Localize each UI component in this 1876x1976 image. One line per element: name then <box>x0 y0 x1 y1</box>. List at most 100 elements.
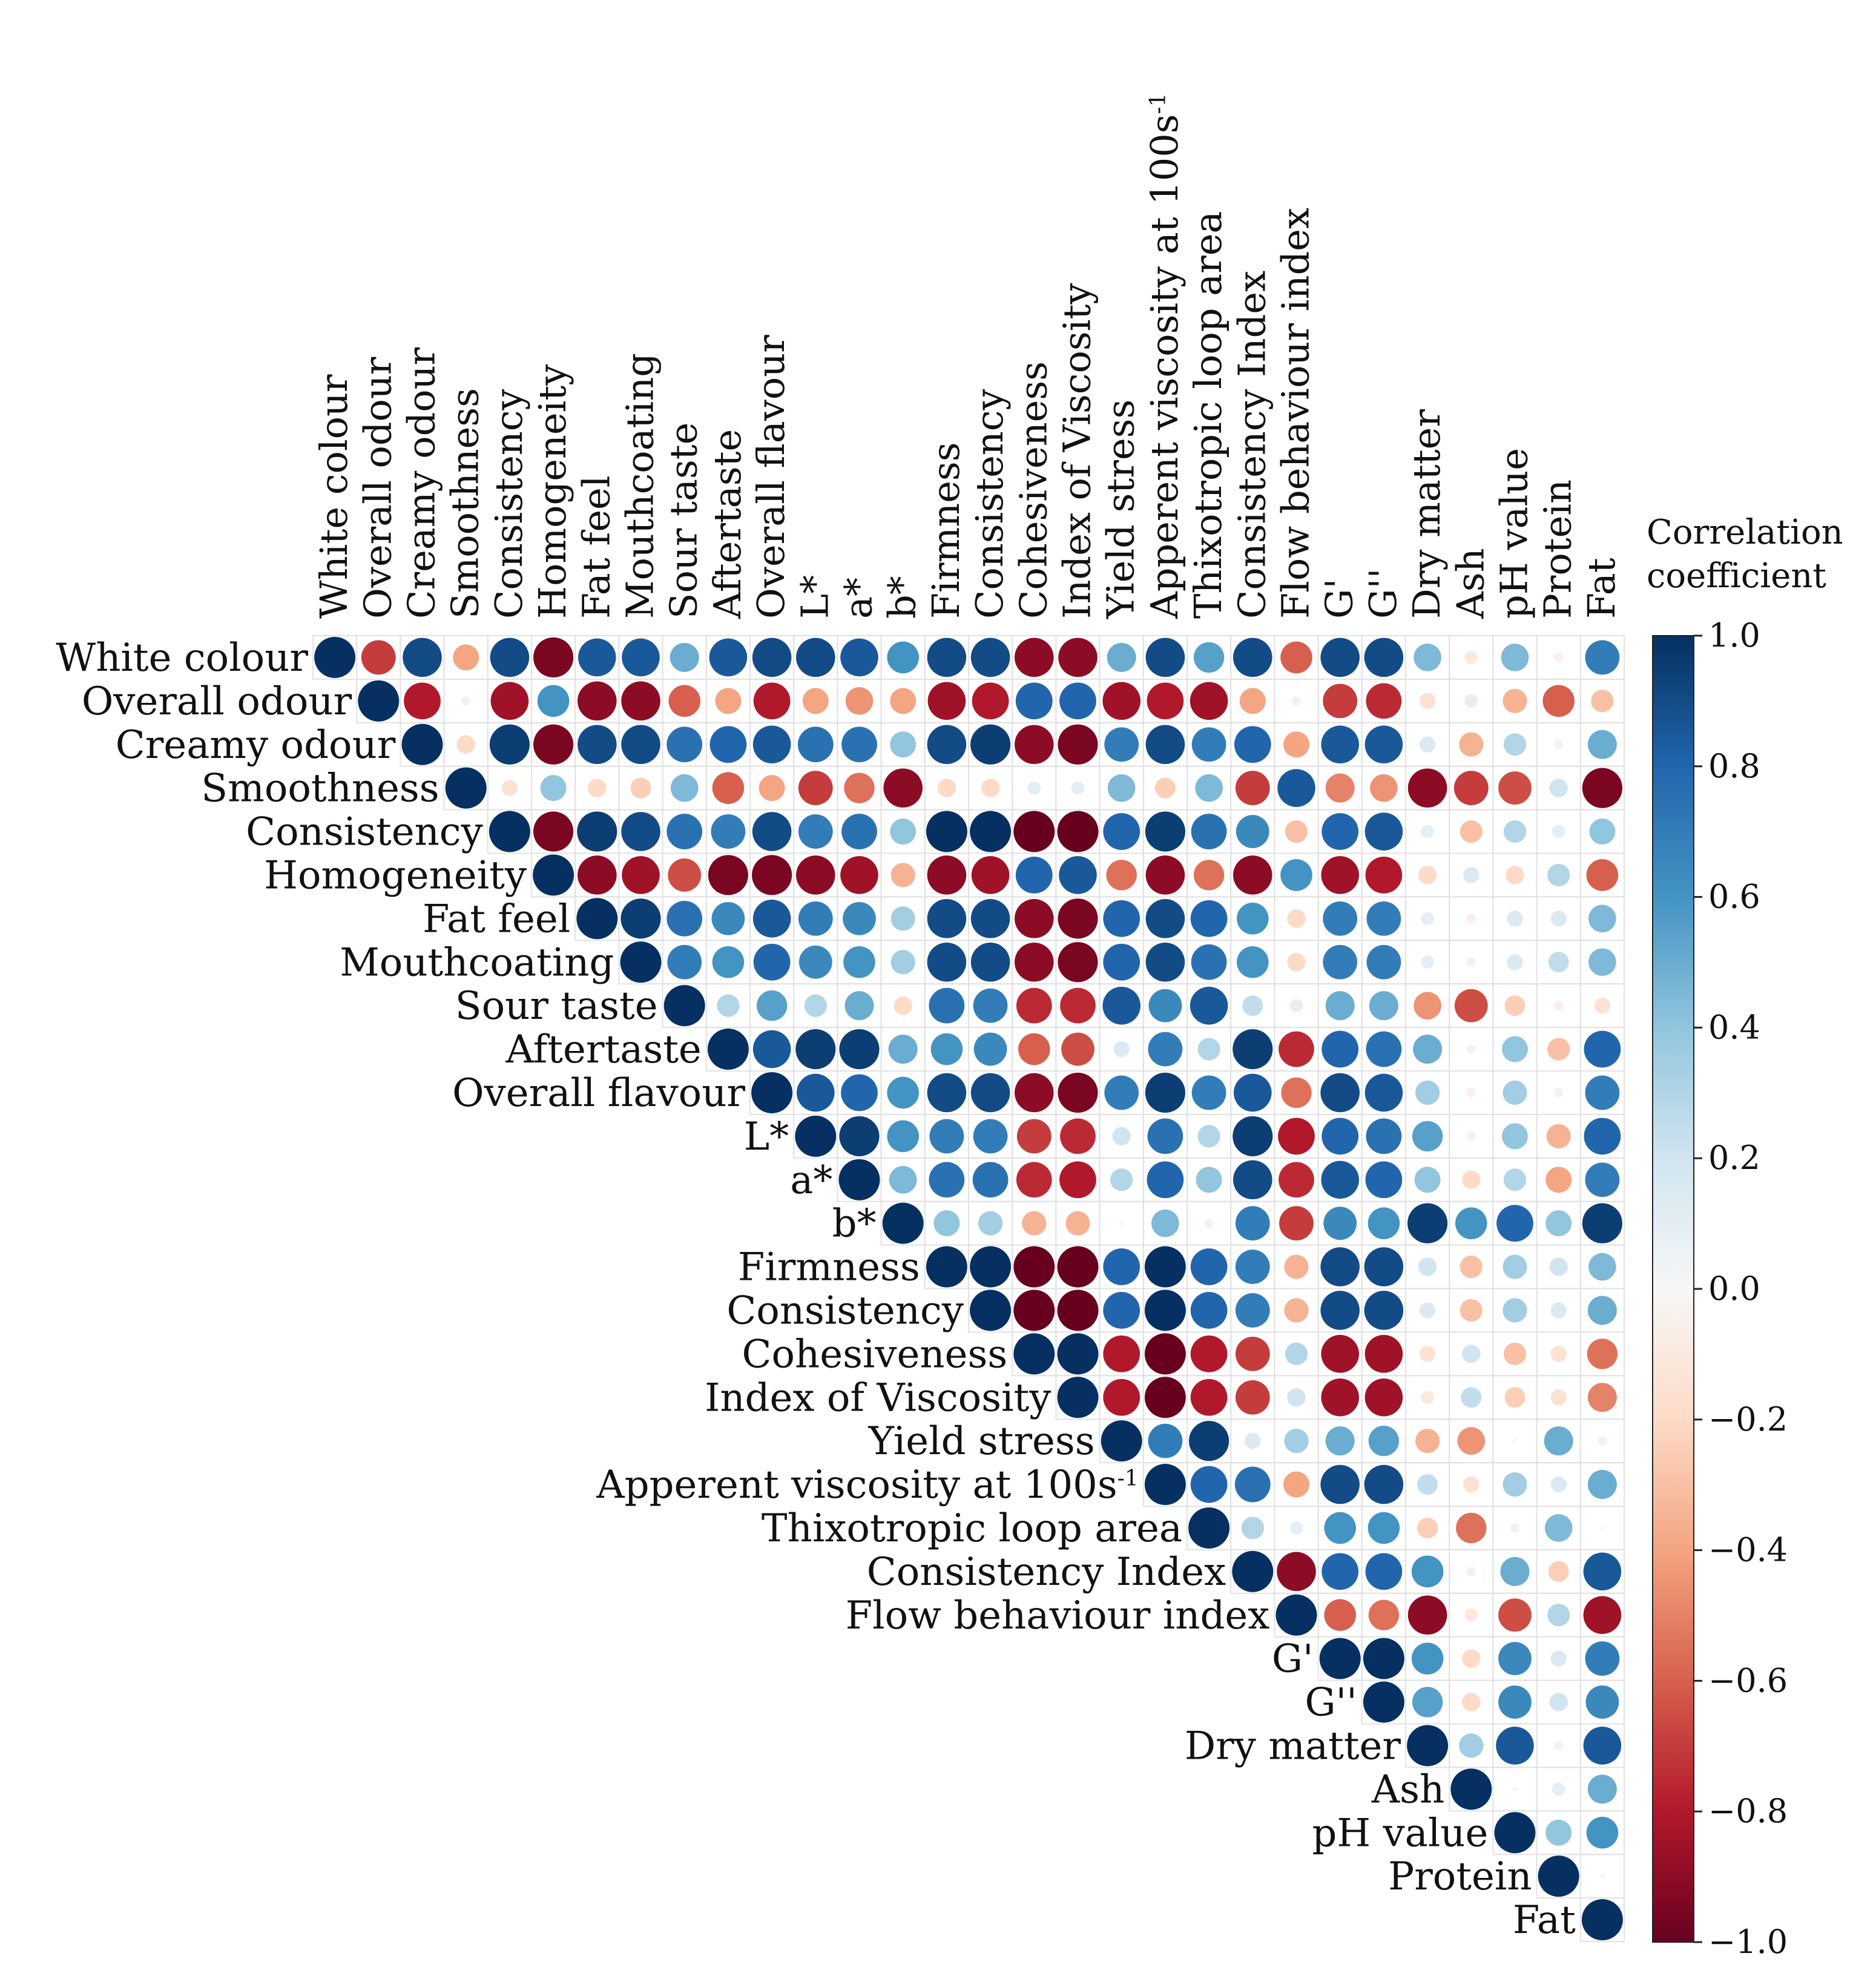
column-label: Overall odour <box>355 357 400 619</box>
correlation-circle <box>501 780 518 796</box>
correlation-circle <box>798 814 833 849</box>
correlation-circle <box>1015 637 1054 677</box>
correlation-circle <box>890 863 915 888</box>
correlation-circle <box>1453 771 1489 806</box>
correlation-circle <box>1547 1604 1570 1627</box>
correlation-circle <box>1321 1335 1359 1373</box>
correlation-circle <box>1058 637 1098 677</box>
column-label: a* <box>837 578 881 619</box>
correlation-circle <box>1191 727 1226 762</box>
row-label: Dry matter <box>1185 1724 1401 1768</box>
correlation-circle <box>753 943 791 981</box>
correlation-circle <box>1365 857 1403 894</box>
row-label: Firmness <box>738 1245 920 1290</box>
correlation-circle <box>927 942 967 982</box>
correlation-circle <box>796 855 835 895</box>
correlation-circle <box>1586 1816 1619 1849</box>
correlation-circle <box>752 1030 791 1069</box>
correlation-circle <box>1013 1289 1055 1331</box>
correlation-circle <box>1319 1638 1361 1679</box>
correlation-circle <box>927 682 966 720</box>
correlation-circle <box>1407 1203 1448 1243</box>
correlation-circle <box>890 906 915 931</box>
correlation-circle <box>1235 1250 1270 1284</box>
correlation-circle <box>1502 1080 1527 1105</box>
correlation-circle <box>670 774 699 802</box>
correlation-circle <box>926 1246 967 1288</box>
row-label: Overall flavour <box>452 1071 745 1116</box>
row-label: Consistency <box>726 1288 964 1333</box>
correlation-circle <box>845 687 874 715</box>
correlation-circle <box>1191 944 1227 980</box>
correlation-circle <box>1144 1464 1186 1506</box>
correlation-circle <box>361 640 396 675</box>
correlation-circle <box>888 1035 918 1064</box>
correlation-circle <box>926 811 967 852</box>
correlation-circle <box>670 642 699 672</box>
correlation-circle <box>1280 641 1312 674</box>
correlation-circle <box>1280 859 1312 891</box>
correlation-circle <box>1057 1333 1099 1375</box>
correlation-circle <box>1103 900 1140 937</box>
correlation-circle <box>1195 774 1223 802</box>
column-label: Yield stress <box>1099 400 1143 619</box>
correlation-circle <box>490 637 530 677</box>
correlation-circle <box>1407 1725 1449 1767</box>
correlation-circle <box>1545 1210 1572 1237</box>
column-label: Fat feel <box>574 475 618 619</box>
correlation-circle <box>1504 1387 1525 1408</box>
correlation-markers <box>314 636 1623 1941</box>
correlation-circle <box>1320 1073 1360 1113</box>
correlation-circle <box>970 724 1011 765</box>
correlation-circle <box>1586 859 1619 891</box>
correlation-circle <box>1101 1420 1142 1462</box>
correlation-circle <box>1144 1333 1186 1375</box>
correlation-circle <box>1233 1160 1272 1200</box>
correlation-circle <box>1235 771 1270 806</box>
correlation-circle <box>711 814 746 849</box>
correlation-circle <box>1204 1219 1214 1228</box>
correlation-circle <box>1581 1899 1623 1941</box>
row-label: White colour <box>56 636 308 680</box>
correlation-circle <box>1196 1167 1222 1193</box>
correlation-circle <box>1466 1567 1476 1576</box>
correlation-circle <box>1235 1293 1270 1328</box>
row-label: Creamy odour <box>116 723 396 768</box>
correlation-circle <box>1190 1335 1228 1372</box>
correlation-circle <box>1466 1088 1476 1098</box>
correlation-circle <box>1407 1595 1447 1635</box>
correlation-circle <box>1233 1116 1273 1156</box>
colorbar-tick-label: 1.0 <box>1708 616 1760 654</box>
correlation-circle <box>883 768 923 808</box>
correlation-circle <box>1544 1514 1573 1542</box>
colorbar-tick-label: −1.0 <box>1708 1923 1788 1961</box>
correlation-circle <box>1582 768 1622 808</box>
colorbar-tick-label: 0.0 <box>1708 1270 1760 1308</box>
correlation-circle <box>1547 1038 1570 1061</box>
correlation-circle <box>707 1029 749 1070</box>
correlation-circle <box>533 724 574 765</box>
correlation-circle <box>1013 1333 1055 1375</box>
correlation-circle <box>1414 1167 1441 1193</box>
correlation-circle <box>1366 683 1402 719</box>
correlation-circle <box>1498 771 1532 805</box>
correlation-circle <box>1464 694 1478 708</box>
correlation-circle <box>1057 1246 1099 1288</box>
correlation-circle <box>1503 820 1527 843</box>
column-label: Dry matter <box>1404 409 1449 619</box>
correlation-circle <box>1549 1257 1568 1276</box>
correlation-circle <box>1364 725 1403 764</box>
correlation-circle <box>887 1120 919 1153</box>
row-label: Sour taste <box>455 984 658 1029</box>
correlation-circle <box>1554 653 1564 662</box>
correlation-circle <box>1549 1693 1568 1711</box>
correlation-circle <box>1237 903 1269 935</box>
column-label: pH value <box>1492 448 1536 619</box>
correlation-circle <box>1283 731 1309 758</box>
correlation-circle <box>840 638 878 677</box>
correlation-circle <box>1289 999 1303 1012</box>
correlation-circle <box>1239 688 1266 714</box>
correlation-circle <box>1498 1642 1532 1676</box>
correlation-circle <box>1147 1118 1183 1154</box>
correlation-circle <box>1364 812 1403 851</box>
